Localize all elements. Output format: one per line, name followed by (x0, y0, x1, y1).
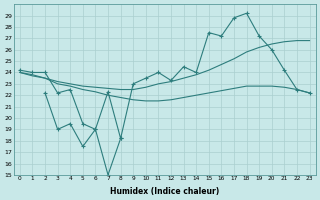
X-axis label: Humidex (Indice chaleur): Humidex (Indice chaleur) (110, 187, 219, 196)
